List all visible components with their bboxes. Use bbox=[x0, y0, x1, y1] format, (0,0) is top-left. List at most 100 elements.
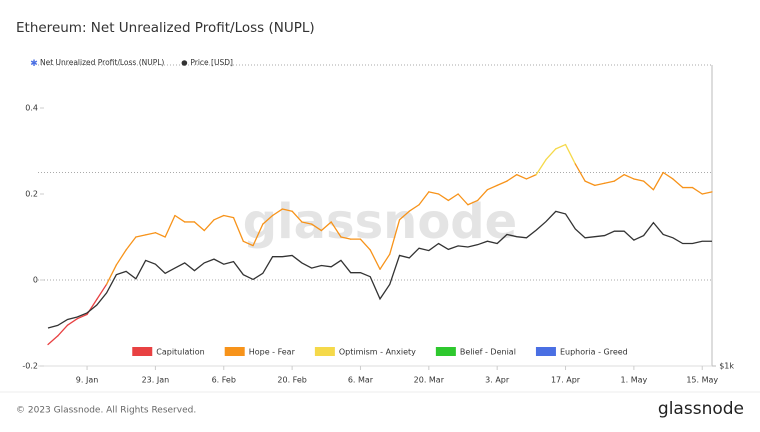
nupl-segment bbox=[584, 180, 596, 187]
nupl-segment bbox=[457, 193, 469, 206]
x-tick-label: 6. Mar bbox=[348, 376, 374, 385]
nupl-segment bbox=[271, 208, 284, 217]
y-tick-label: 0.2 bbox=[25, 190, 38, 199]
nupl-segment bbox=[193, 221, 205, 232]
nupl-segment bbox=[66, 318, 78, 326]
zone-swatch bbox=[535, 347, 556, 356]
nupl-segment bbox=[633, 178, 645, 182]
nupl-segment bbox=[154, 232, 166, 238]
x-tick-label: 20. Feb bbox=[277, 376, 306, 385]
nupl-segment bbox=[379, 253, 391, 270]
zone-swatch bbox=[435, 347, 456, 356]
x-tick-label: 17. Apr bbox=[551, 376, 581, 385]
x-tick-label: 6. Feb bbox=[212, 376, 236, 385]
x-tick-label: 1. May bbox=[621, 376, 648, 385]
zone-label: Hope - Fear bbox=[249, 348, 296, 357]
nupl-segment bbox=[359, 238, 371, 251]
y2-tick-label: $1k bbox=[719, 362, 734, 371]
zone-swatch bbox=[224, 347, 245, 356]
nupl-segment bbox=[398, 210, 410, 221]
nupl-segment bbox=[320, 221, 332, 232]
zone-label: Optimism - Anxiety bbox=[339, 348, 416, 357]
nupl-segment bbox=[252, 223, 264, 247]
y-tick-label: -0.2 bbox=[22, 362, 38, 371]
watermark: glassnode bbox=[243, 194, 517, 250]
legend-marker bbox=[181, 60, 188, 66]
nupl-segment bbox=[603, 180, 616, 184]
nupl-segment bbox=[408, 204, 420, 212]
chart-title: Ethereum: Net Unrealized Profit/Loss (NU… bbox=[16, 20, 315, 36]
copyright: © 2023 Glassnode. All Rights Reserved. bbox=[16, 406, 196, 416]
nupl-segment bbox=[662, 171, 674, 180]
x-tick-label: 9. Jan bbox=[76, 376, 99, 385]
nupl-segment bbox=[506, 173, 518, 182]
nupl-segment bbox=[242, 240, 254, 247]
nupl-segment bbox=[574, 163, 586, 182]
nupl-segment bbox=[291, 210, 303, 223]
nupl-segment bbox=[389, 219, 401, 255]
nupl-segment bbox=[418, 191, 430, 206]
zone-swatch bbox=[132, 347, 153, 356]
x-tick-label: 3. Apr bbox=[485, 376, 510, 385]
nupl-segment bbox=[310, 223, 323, 232]
nupl-segment bbox=[57, 324, 69, 337]
nupl-segment bbox=[340, 236, 352, 240]
nupl-segment bbox=[642, 180, 655, 191]
price-line bbox=[47, 210, 712, 329]
nupl-segment bbox=[135, 234, 147, 238]
nupl-segment bbox=[213, 214, 225, 221]
nupl-segment bbox=[691, 186, 703, 195]
nupl-segment bbox=[652, 171, 664, 191]
nupl-segment bbox=[281, 208, 293, 212]
x-tick-label: 15. May bbox=[686, 376, 718, 385]
nupl-segment bbox=[96, 283, 108, 301]
legend-marker: ✱ bbox=[30, 59, 38, 69]
nupl-segment bbox=[613, 173, 625, 182]
nupl-segment bbox=[105, 264, 118, 285]
nupl-segment bbox=[516, 173, 528, 180]
nupl-segment bbox=[476, 189, 489, 202]
nupl-segment bbox=[369, 249, 381, 270]
zone-label: Belief - Denial bbox=[460, 348, 516, 357]
x-tick-label: 20. Mar bbox=[414, 376, 445, 385]
nupl-segment bbox=[525, 173, 537, 180]
nupl-segment bbox=[672, 178, 684, 189]
zone-label: Euphoria - Greed bbox=[560, 348, 628, 357]
nupl-segment bbox=[115, 249, 127, 266]
legend-label: Price [USD] bbox=[190, 58, 233, 67]
nupl-segment bbox=[330, 221, 342, 238]
nupl-segment bbox=[144, 232, 157, 236]
nupl-segment bbox=[447, 193, 459, 202]
y-tick-label: 0.4 bbox=[25, 104, 38, 113]
zone-legend: Capitulation Hope - Fear Optimism - Anxiet… bbox=[132, 347, 628, 357]
nupl-segment bbox=[555, 143, 567, 150]
nupl-segment bbox=[701, 191, 713, 195]
nupl-segment bbox=[174, 214, 186, 223]
nupl-segment bbox=[467, 199, 479, 206]
brand-logo: glassnode bbox=[658, 399, 744, 419]
nupl-segment bbox=[623, 173, 635, 180]
zone-label: Capitulation bbox=[156, 348, 204, 357]
nupl-segment bbox=[428, 191, 440, 195]
nupl-segment bbox=[535, 158, 547, 176]
nupl-segment bbox=[594, 182, 606, 187]
nupl-segment bbox=[125, 236, 137, 251]
nupl-segment bbox=[486, 184, 498, 191]
y-tick-label: 0 bbox=[33, 276, 38, 285]
nupl-segment bbox=[76, 313, 88, 320]
nupl-segment bbox=[437, 193, 450, 202]
nupl-segment bbox=[203, 219, 215, 232]
x-tick-label: 23. Jan bbox=[142, 376, 170, 385]
nupl-segment bbox=[301, 221, 313, 225]
nupl-segment bbox=[47, 335, 59, 346]
nupl-segment bbox=[164, 214, 176, 238]
legend-label: Net Unrealized Profit/Loss (NUPL) bbox=[40, 58, 164, 67]
nupl-segment bbox=[545, 148, 557, 161]
nupl-segment bbox=[232, 216, 244, 242]
zone-swatch bbox=[314, 347, 335, 356]
nupl-segment bbox=[223, 214, 235, 219]
nupl-segment bbox=[262, 214, 274, 225]
nupl-segment bbox=[564, 143, 576, 165]
